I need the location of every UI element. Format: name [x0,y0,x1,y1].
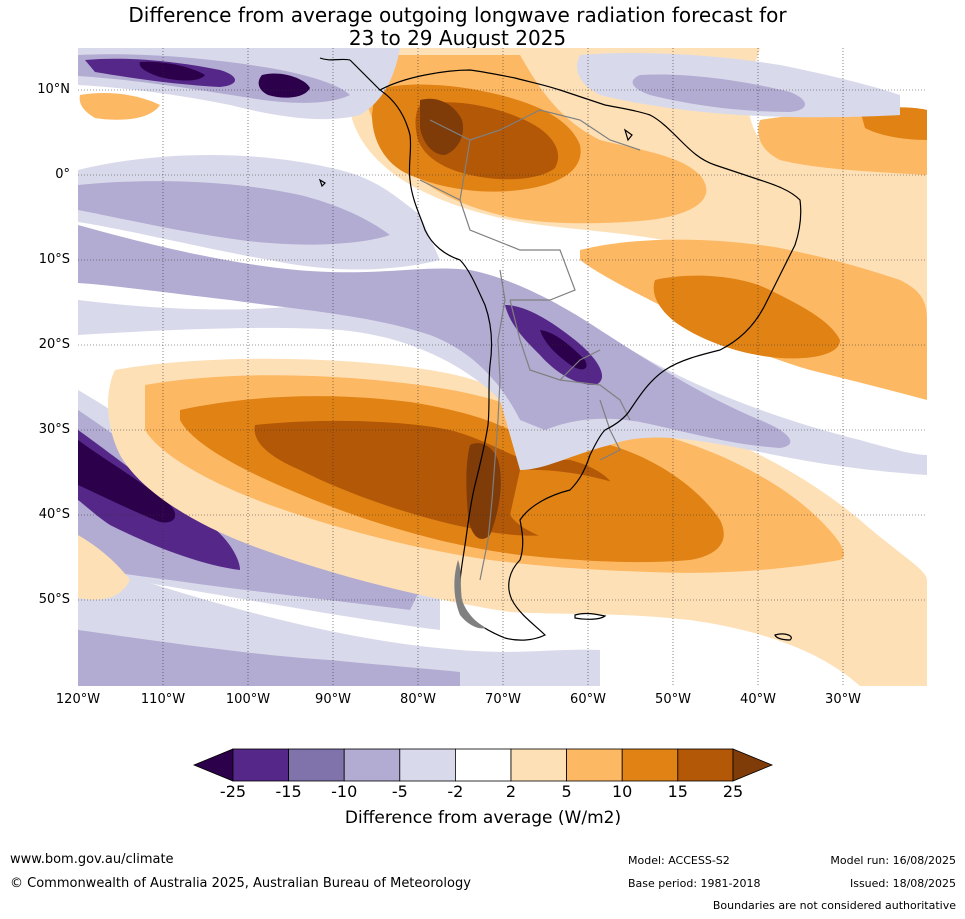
colorbar-tick-minus15: -15 [275,782,302,801]
colorbar-tick-minus10: -10 [331,782,358,801]
colorbar-tick-minus25: -25 [219,782,247,801]
southwest-negative-band-moderate [78,410,420,610]
north-pacific-itcz-negative-core [139,61,205,81]
colorbar-tick-minus5: -5 [391,782,408,801]
base-period-info: Base period: 1981-2018 [628,877,761,890]
coastline [318,57,802,641]
caribbean-negative-moderate [632,74,805,112]
lon-label-100w: 100°W [225,692,271,707]
site-link[interactable]: www.bom.gov.au/climate [10,852,174,867]
title-line-2: 23 to 29 August 2025 [348,26,567,50]
central-sa-negative-moderate [78,225,791,448]
lat-label-10s: 10°S [38,252,70,267]
lat-label-40s: 40°S [38,507,70,522]
colorbar-label: Difference from average (W/m2) [344,808,622,828]
colorbar-tick-15: 15 [667,782,688,801]
lat-label-20s: 20°S [38,337,70,352]
chile-fjords [454,560,486,629]
lon-label-90w: 90°W [315,692,351,707]
colorbar-tick-10: 10 [612,782,633,801]
southwest-negative-core [78,440,176,523]
lon-label-50w: 50°W [655,692,691,707]
lon-label-30w: 30°W [825,692,861,707]
east-pacific-positive-patch [79,93,160,120]
lon-label-80w: 80°W [400,692,436,707]
lon-label-110w: 110°W [140,692,186,707]
southeast-pacific-positive-patch [78,535,130,600]
colombia-positive-core [420,98,464,155]
anomaly-field [78,48,927,686]
model-run-info: Model run: 16/08/2025 [830,854,956,867]
map-title: Difference from average outgoing longwav… [0,4,915,50]
copyright-text: © Commonwealth of Australia 2025, Austra… [10,876,471,891]
graticule [78,48,927,686]
colorbar-tick-25: 25 [722,782,744,801]
lon-label-70w: 70°W [485,692,521,707]
lat-label-equator: 0° [55,167,70,182]
lat-label-10n: 10°N [37,82,70,97]
title-line-1: Difference from average outgoing longwav… [128,3,787,27]
south-ocean-anomaly-moderate [78,630,460,686]
colorbar-tick-minus2: -2 [447,782,464,801]
bolivia-negative-core [540,330,587,370]
colorbar-tick-2: 2 [505,782,517,801]
lon-label-120w: 120°W [55,692,101,707]
colorbar-tick-5: 5 [561,782,572,801]
patagonia-positive [510,469,684,555]
model-info: Model: ACCESS-S2 [628,854,730,867]
boundaries-disclaimer: Boundaries are not considered authoritat… [712,899,956,912]
central-america-negative-core [258,73,310,98]
lat-label-30s: 30°S [38,422,70,437]
lon-label-40w: 40°W [740,692,776,707]
issued-info: Issued: 18/08/2025 [849,877,956,890]
country-borders [419,109,641,581]
lon-label-60w: 60°W [570,692,606,707]
brazil-positive-strong [653,275,840,359]
lat-label-50s: 50°S [38,592,70,607]
equatorial-pacific-negative-moderate [78,181,390,245]
